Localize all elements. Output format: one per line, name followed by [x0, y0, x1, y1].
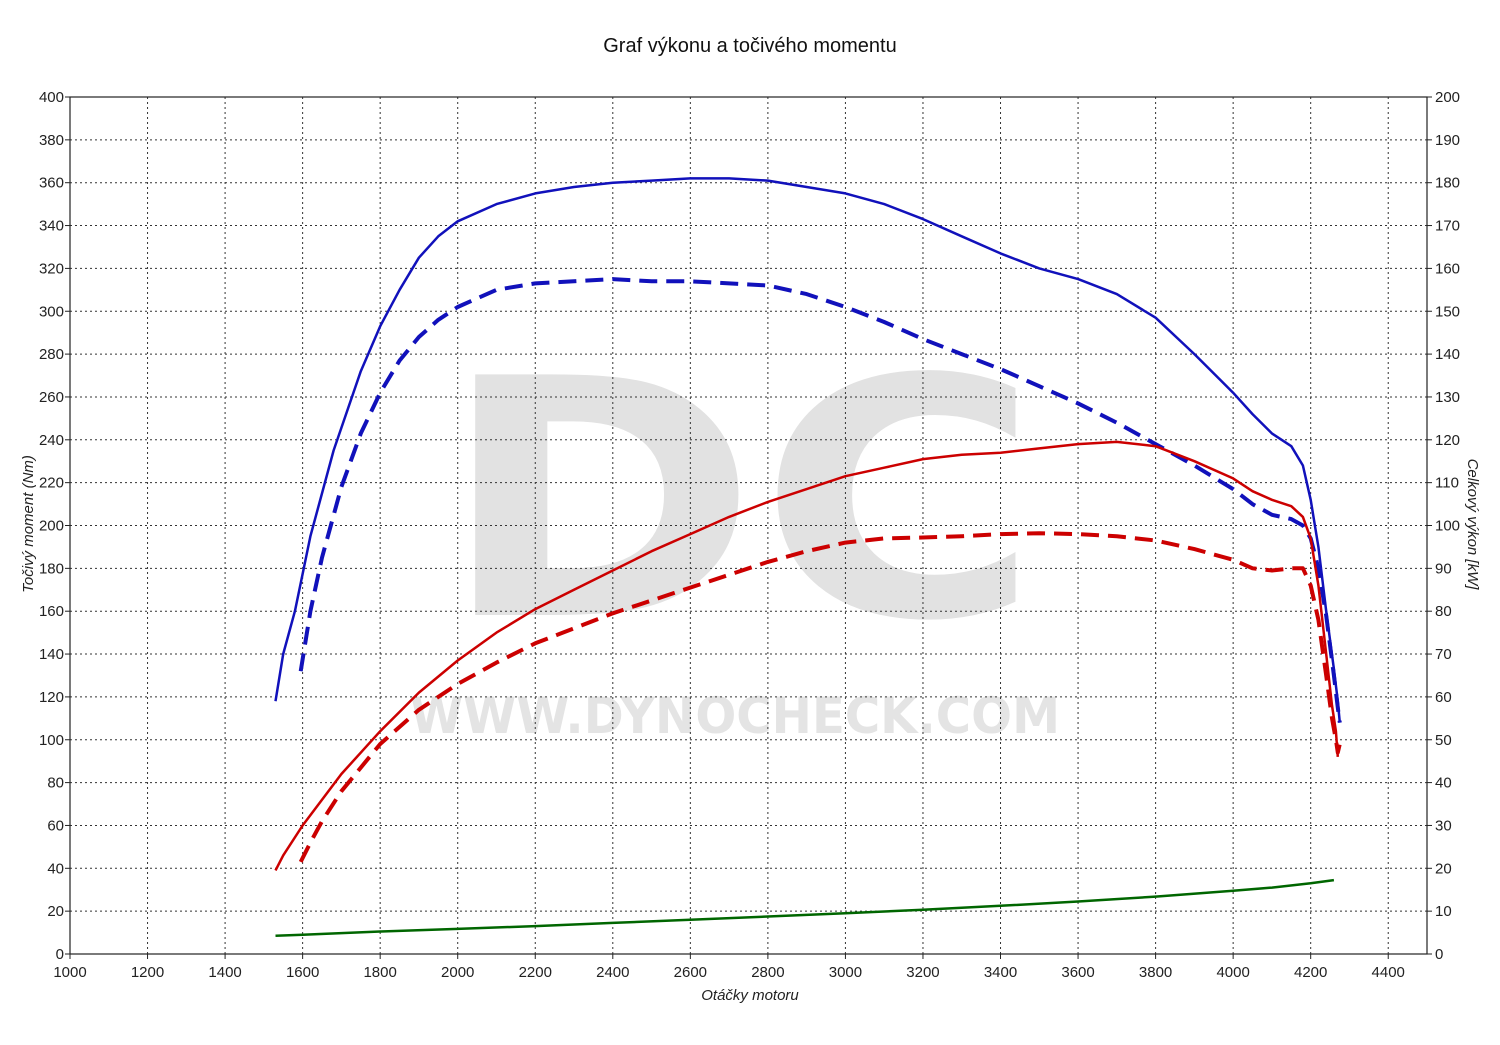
y-tick-label: 120 — [39, 689, 64, 706]
y-right-tick-label: 30 — [1435, 817, 1452, 834]
y-tick-label: 60 — [47, 817, 64, 834]
x-tick-label: 2000 — [441, 964, 474, 981]
x-tick-label: 1000 — [53, 964, 86, 981]
y-right-tick-label: 140 — [1435, 346, 1460, 363]
y-tick-label: 20 — [47, 903, 64, 920]
y-tick-label: 380 — [39, 132, 64, 149]
y-right-tick-label: 10 — [1435, 903, 1452, 920]
red-dashed-series-line — [298, 531, 1342, 863]
y-tick-label: 160 — [39, 603, 64, 620]
x-tick-label: 3200 — [906, 964, 939, 981]
y-right-tick-label: 0 — [1435, 946, 1443, 963]
watermark-url: WWW.DYNOCHECK.COM — [410, 687, 1060, 745]
y-tick-label: 180 — [39, 560, 64, 577]
y-right-tick-label: 70 — [1435, 646, 1452, 663]
y-right-tick-label: 120 — [1435, 432, 1460, 449]
y-axis-label: Točivý moment (Nm) — [20, 455, 37, 593]
blue-dashed-series-line — [298, 277, 1342, 723]
y-right-tick-label: 40 — [1435, 775, 1452, 792]
y-tick-label: 360 — [39, 175, 64, 192]
y-right-tick-label: 180 — [1435, 175, 1460, 192]
watermark-letters: DC — [440, 309, 1040, 693]
x-tick-label: 3000 — [829, 964, 862, 981]
x-tick-label: 3800 — [1139, 964, 1172, 981]
y-right-tick-label: 50 — [1435, 732, 1452, 749]
y-right-tick-label: 130 — [1435, 389, 1460, 406]
x-tick-label: 2400 — [596, 964, 629, 981]
blue-solid-series-line — [274, 177, 1342, 723]
y-right-tick-label: 190 — [1435, 132, 1460, 149]
y-right-tick-label: 160 — [1435, 260, 1460, 277]
y-right-tick-label: 20 — [1435, 860, 1452, 877]
y-tick-label: 400 — [39, 89, 64, 106]
y-right-tick-label: 150 — [1435, 303, 1460, 320]
y-right-tick-label: 60 — [1435, 689, 1452, 706]
x-tick-label: 4200 — [1294, 964, 1327, 981]
y-tick-label: 340 — [39, 218, 64, 235]
x-axis-label: Otáčky motoru — [701, 987, 799, 1004]
y-tick-label: 320 — [39, 260, 64, 277]
y-right-tick-label: 90 — [1435, 560, 1452, 577]
x-tick-label: 2200 — [519, 964, 552, 981]
x-tick-label: 1800 — [363, 964, 396, 981]
x-tick-label: 1600 — [286, 964, 319, 981]
red-solid-series-line — [274, 440, 1340, 871]
y-tick-label: 200 — [39, 518, 64, 535]
y-right-tick-label: 170 — [1435, 218, 1460, 235]
y-right-tick-label: 100 — [1435, 518, 1460, 535]
chart-title: Graf výkonu a točivého momentu — [603, 35, 896, 57]
y-tick-label: 0 — [56, 946, 64, 963]
x-tick-label: 1200 — [131, 964, 164, 981]
y-tick-label: 240 — [39, 432, 64, 449]
x-tick-label: 1400 — [208, 964, 241, 981]
y-right-tick-label: 80 — [1435, 603, 1452, 620]
y-tick-label: 140 — [39, 646, 64, 663]
green-solid-series-line — [275, 878, 1335, 938]
y-tick-label: 260 — [39, 389, 64, 406]
y-tick-label: 80 — [47, 775, 64, 792]
x-tick-label: 4400 — [1372, 964, 1405, 981]
y-tick-label: 280 — [39, 346, 64, 363]
y-tick-label: 220 — [39, 475, 64, 492]
x-tick-label: 4000 — [1216, 964, 1249, 981]
y-right-tick-label: 110 — [1435, 475, 1459, 492]
x-tick-label: 2600 — [674, 964, 707, 981]
y-axis-right-label: Celkový výkon [kW] — [1464, 459, 1481, 591]
y-tick-label: 100 — [39, 732, 64, 749]
plot-frame — [69, 96, 1428, 955]
y-tick-label: 300 — [39, 303, 64, 320]
y-right-tick-label: 200 — [1435, 89, 1460, 106]
x-tick-label: 2800 — [751, 964, 784, 981]
x-tick-label: 3600 — [1061, 964, 1094, 981]
y-tick-label: 40 — [47, 860, 64, 877]
x-tick-label: 3400 — [984, 964, 1017, 981]
